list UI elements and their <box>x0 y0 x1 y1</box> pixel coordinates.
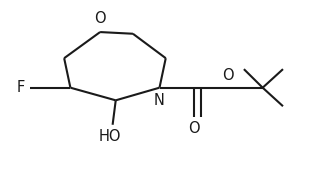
Text: O: O <box>188 121 200 136</box>
Text: O: O <box>222 68 234 83</box>
Text: F: F <box>16 80 25 95</box>
Text: O: O <box>94 11 106 26</box>
Text: N: N <box>154 93 165 108</box>
Text: HO: HO <box>98 129 121 144</box>
